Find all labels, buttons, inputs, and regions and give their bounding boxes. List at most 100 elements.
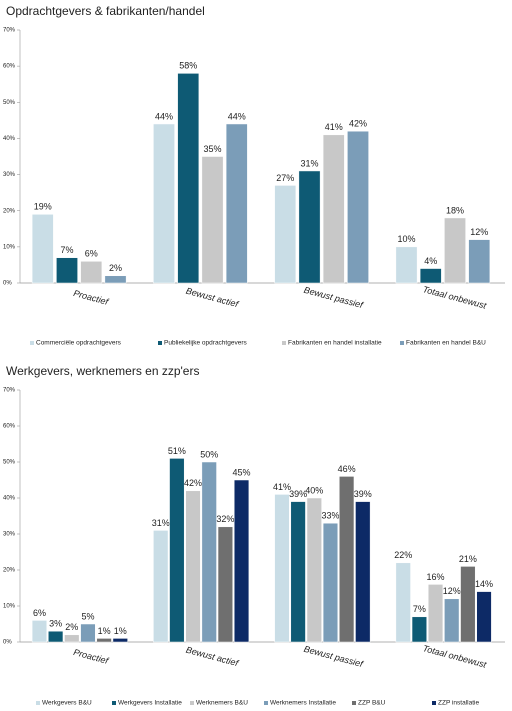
- bar: [56, 257, 78, 284]
- y-tick-label: 70%: [3, 388, 16, 394]
- value-label: 31%: [152, 518, 170, 528]
- value-label: 46%: [338, 464, 356, 474]
- bar: [306, 497, 322, 643]
- y-tick-label: 30%: [3, 172, 16, 178]
- value-label: 45%: [233, 467, 251, 477]
- bar: [153, 530, 169, 643]
- bar: [444, 598, 460, 643]
- value-label: 41%: [325, 122, 343, 132]
- bar: [80, 261, 103, 284]
- bar: [298, 170, 321, 284]
- legend-swatch: [432, 701, 436, 705]
- value-label: 16%: [427, 572, 445, 582]
- bar: [169, 458, 185, 643]
- bar: [274, 494, 290, 643]
- bar: [201, 461, 217, 643]
- bar: [444, 217, 466, 284]
- bar: [31, 214, 54, 284]
- x-tick-label: Bewust passief: [303, 644, 366, 670]
- x-tick-label: Bewust actief: [185, 645, 241, 669]
- value-label: 7%: [413, 604, 426, 614]
- bar: [31, 620, 48, 643]
- value-label: 5%: [81, 611, 94, 621]
- legend-swatch: [112, 701, 116, 705]
- bar: [395, 562, 411, 643]
- value-label: 1%: [98, 626, 111, 636]
- legend-label: Publiekelijke opdrachtgevers: [164, 340, 247, 347]
- value-label: 58%: [179, 61, 197, 71]
- x-tick-label: Bewust passief: [303, 285, 366, 311]
- value-label: 33%: [321, 511, 339, 521]
- value-label: 41%: [273, 482, 291, 492]
- y-tick-label: 70%: [3, 28, 16, 34]
- value-label: 18%: [446, 205, 464, 215]
- bar: [185, 490, 201, 643]
- legend-label: Werknemers B&U: [196, 700, 248, 707]
- value-label: 19%: [34, 202, 52, 212]
- y-tick-label: 40%: [3, 496, 16, 502]
- legend-swatch: [158, 341, 162, 345]
- value-label: 39%: [354, 489, 372, 499]
- y-tick-label: 60%: [3, 424, 16, 430]
- x-tick-label: Proactief: [72, 288, 110, 307]
- value-label: 10%: [397, 234, 415, 244]
- y-tick-label: 50%: [3, 460, 16, 466]
- y-tick-label: 30%: [3, 532, 16, 538]
- value-label: 3%: [49, 619, 62, 629]
- chart-title: Opdrachtgevers & fabrikanten/handel: [6, 4, 205, 18]
- value-label: 14%: [475, 579, 493, 589]
- y-tick-label: 10%: [3, 244, 16, 250]
- value-label: 6%: [85, 249, 98, 259]
- bar: [80, 623, 96, 643]
- bar: [427, 584, 444, 643]
- legend-label: Fabrikanten en handel installatie: [288, 340, 382, 347]
- x-tick-label: Totaal onbewust: [422, 284, 488, 311]
- value-label: 50%: [200, 449, 218, 459]
- bar: [177, 73, 200, 284]
- y-tick-label: 60%: [3, 64, 16, 70]
- value-label: 2%: [65, 622, 78, 632]
- value-label: 44%: [228, 111, 246, 121]
- legend-swatch: [352, 701, 356, 705]
- bar: [104, 275, 127, 284]
- bar: [395, 246, 418, 284]
- value-label: 39%: [289, 489, 307, 499]
- bar: [217, 526, 233, 643]
- bar: [112, 638, 128, 643]
- value-label: 31%: [300, 158, 318, 168]
- legend-label: Fabrikanten en handel B&U: [406, 340, 486, 347]
- y-tick-label: 20%: [3, 568, 16, 574]
- legend-swatch: [190, 701, 194, 705]
- legend-swatch: [264, 701, 268, 705]
- bar: [64, 634, 80, 643]
- value-label: 7%: [60, 245, 73, 255]
- legend-label: Werknemers Installatie: [270, 700, 336, 707]
- bar: [96, 638, 112, 643]
- bar: [468, 239, 491, 284]
- value-label: 4%: [424, 256, 437, 266]
- legend-label: Werkgevers B&U: [42, 700, 92, 707]
- value-label: 12%: [443, 586, 461, 596]
- bar: [339, 476, 355, 643]
- legend-label: Werkgevers Installatie: [118, 700, 182, 707]
- bar: [476, 591, 492, 643]
- legend-label: Commerciële opdrachtgevers: [36, 340, 122, 347]
- value-label: 42%: [184, 478, 202, 488]
- legend-swatch: [282, 341, 286, 345]
- legend-label: ZZP B&U: [358, 700, 386, 707]
- bar: [290, 501, 306, 643]
- y-tick-label: 40%: [3, 136, 16, 142]
- bar: [347, 130, 369, 284]
- value-label: 1%: [114, 626, 127, 636]
- value-label: 35%: [203, 144, 221, 154]
- value-label: 51%: [168, 446, 186, 456]
- x-tick-label: Proactief: [72, 647, 110, 666]
- value-label: 12%: [470, 227, 488, 237]
- value-label: 21%: [459, 554, 477, 564]
- bar: [355, 501, 371, 643]
- legend-swatch: [36, 701, 40, 705]
- bar: [460, 566, 476, 643]
- bar: [48, 630, 64, 643]
- bar: [322, 134, 345, 284]
